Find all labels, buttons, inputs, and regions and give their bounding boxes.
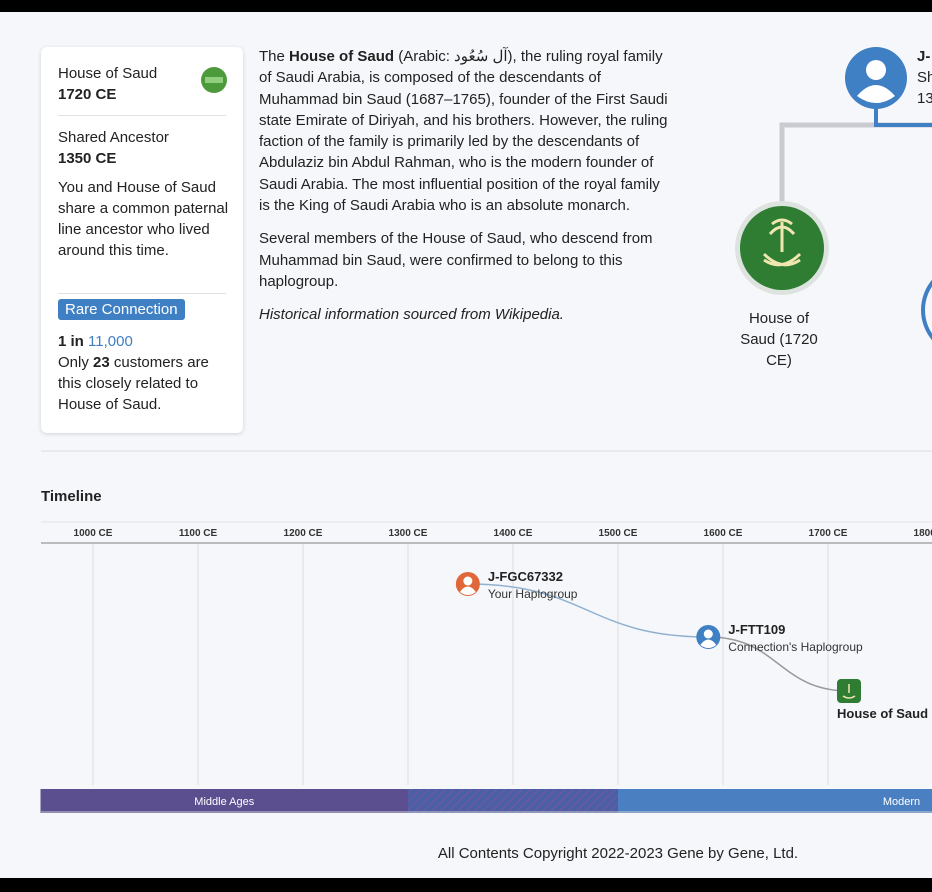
seal-label: House of Saud (1720 CE) (740, 310, 818, 369)
card-title: House of Saud (58, 65, 158, 82)
avatar-body (857, 85, 895, 103)
paragraph: The House of Saud (Arabic: آل سُعُود), t… (259, 46, 669, 216)
customer-count: 23 (93, 354, 110, 371)
text: (Arabic: آل سُعُود), the ruling royal fa… (259, 48, 668, 215)
era-transition (408, 789, 618, 813)
rarity-badge: Rare Connection (58, 299, 185, 320)
node-label: J-FTT109 (728, 622, 785, 637)
node-text: 13 (917, 90, 932, 107)
icon-emblem (842, 684, 856, 699)
canvas: Timeline Middle Ages Modern 1000 CE 1100 CE… (40, 47, 932, 862)
timeline-title: Timeline (41, 488, 102, 505)
tick-label: 1600 CE (704, 528, 743, 539)
source: Historical information sourced from Wiki… (259, 306, 564, 324)
tick-label: 1000 CE (74, 528, 113, 539)
text-bold: House of Saud (289, 48, 395, 65)
ancestor-date: 1350 CE (58, 150, 117, 167)
avatar-body (700, 639, 717, 648)
node-sublabel: Your Haplogroup (488, 587, 578, 601)
separator (58, 293, 226, 294)
tick-label: 1800 CE (914, 528, 932, 539)
timeline: Middle Ages Modern 1000 CE 1100 CE 1200 CE 13… (40, 528, 932, 813)
card: House of Saud 1720 CE Shared Ancestor 13… (41, 47, 243, 433)
rarity: 1 in 11,000 (58, 331, 133, 352)
rarity-one: 1 (58, 333, 67, 350)
rarity-number: 11,000 (88, 333, 133, 350)
era-label: Middle Ages (194, 796, 254, 808)
avatar-body (459, 586, 476, 595)
node-name: J- (917, 48, 931, 65)
card-date: 1720 CE (58, 86, 117, 103)
avatar-head (866, 60, 886, 80)
article: The House of Saud (Arabic: آل سُعُود), t… (259, 46, 669, 338)
tick-label: 1500 CE (599, 528, 638, 539)
node-label: House of Saud (837, 706, 928, 721)
tick-label: 1400 CE (494, 528, 533, 539)
tick-label: 1300 CE (389, 528, 428, 539)
text: customers are this closely related to Ho… (58, 354, 209, 413)
page: Timeline Middle Ages Modern 1000 CE 1100 CE… (0, 12, 932, 878)
description: You and House of Saud share a common pat… (58, 179, 229, 259)
tree-connector (874, 102, 932, 127)
separator (58, 115, 226, 116)
text: Only (58, 354, 94, 371)
tree-connector (779, 122, 932, 202)
tree-node-label: J- Sh 13 (917, 46, 932, 109)
customers: Only 23 customers are this closely relat… (58, 352, 230, 415)
avatar-head (463, 576, 473, 586)
era-band (40, 789, 408, 813)
paragraph: Several members of the House of Saud, wh… (259, 230, 653, 290)
ancestor-label: Shared Ancestor (58, 129, 169, 146)
node-text: Sh (917, 69, 932, 86)
era-label: Modern (883, 796, 920, 808)
text: The (259, 48, 290, 65)
tick-label: 1200 CE (284, 528, 323, 539)
footer: All Contents Copyright 2022-2023 Gene by… (438, 845, 798, 862)
avatar-head (703, 629, 713, 639)
node-sublabel: Connection's Haplogroup (728, 640, 863, 654)
era-band (618, 789, 932, 813)
node-label: J-FGC67332 (488, 569, 563, 584)
connector (467, 583, 709, 638)
seal-emblem (762, 218, 802, 267)
tree-node (921, 279, 932, 341)
rarity-in: in (66, 333, 89, 350)
tick-label: 1100 CE (179, 528, 218, 539)
flag-icon (201, 67, 227, 93)
tick-label: 1700 CE (809, 528, 848, 539)
connector (708, 636, 850, 692)
